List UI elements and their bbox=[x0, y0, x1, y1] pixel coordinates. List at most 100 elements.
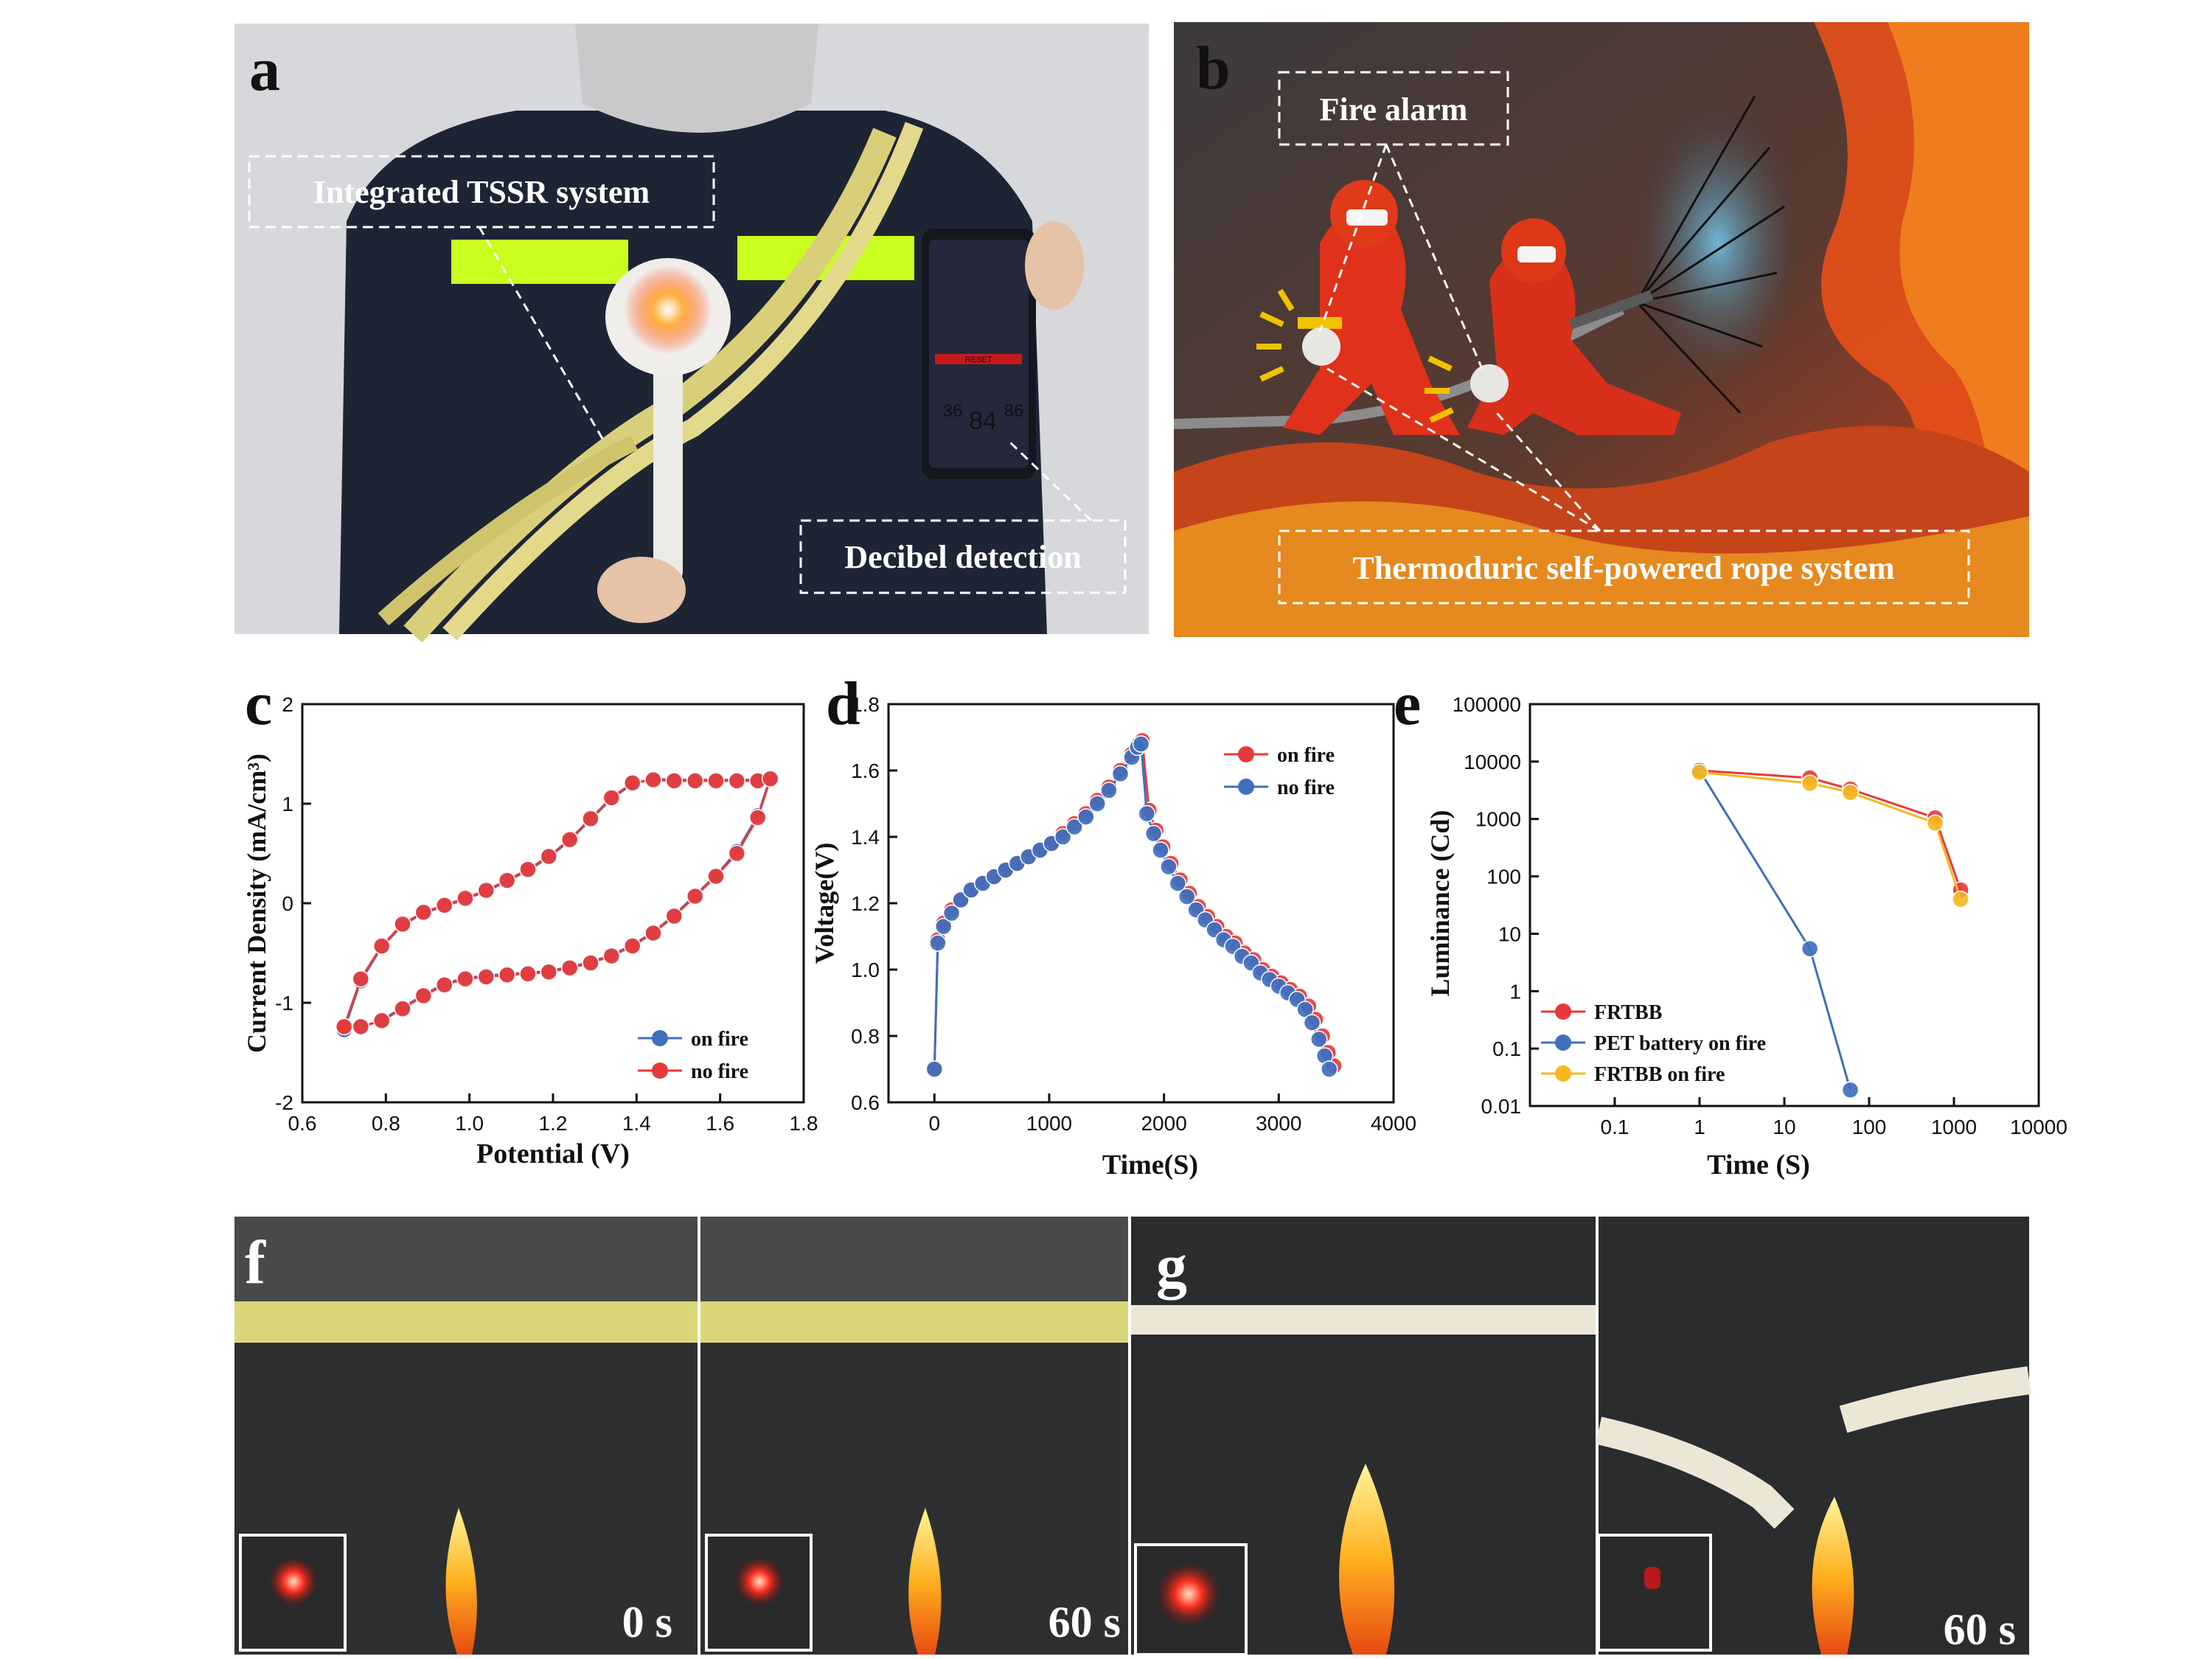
firefighter-2 bbox=[1467, 218, 1681, 435]
y-tick-label-e: 10 bbox=[1498, 922, 1521, 945]
rope-f2 bbox=[700, 1301, 1128, 1343]
data-point-d-1 bbox=[1065, 818, 1083, 836]
legend-swatch-marker-d bbox=[1238, 746, 1254, 762]
alarm-handle bbox=[653, 347, 683, 582]
hand-left bbox=[597, 557, 686, 623]
data-point-e-1 bbox=[1801, 939, 1819, 958]
data-point-c-1 bbox=[335, 1018, 353, 1036]
legend-label-c: on fire bbox=[691, 1028, 748, 1051]
series-line-d-0 bbox=[933, 738, 1335, 1070]
panel-letter-b: b bbox=[1196, 34, 1231, 102]
label-box-integrated-tssr bbox=[248, 155, 715, 229]
data-point-d-1 bbox=[1303, 1014, 1321, 1032]
label-box-fire-alarm bbox=[1278, 71, 1509, 146]
data-point-c-1 bbox=[686, 772, 704, 790]
data-point-e-2 bbox=[1926, 814, 1944, 832]
y-tick-label-e: 0.01 bbox=[1481, 1095, 1522, 1118]
data-point-c-1 bbox=[665, 907, 684, 925]
data-point-c-1 bbox=[352, 1018, 370, 1036]
data-point-c-1 bbox=[519, 965, 537, 983]
label-box-decibel bbox=[799, 519, 1127, 594]
data-point-e-2 bbox=[1952, 890, 1969, 908]
hood bbox=[575, 24, 818, 133]
firefighter-1 bbox=[1283, 180, 1460, 435]
y-tick-label-c: 1 bbox=[282, 793, 293, 815]
x-tick-label-d: 1000 bbox=[1026, 1112, 1072, 1135]
pointer-line-a1 bbox=[478, 226, 606, 443]
x-tick-label-c: 1.0 bbox=[455, 1112, 484, 1135]
data-point-d-1 bbox=[1144, 824, 1163, 843]
alarm-device-1 bbox=[1256, 288, 1340, 382]
y-tick-label-e: 1 bbox=[1509, 980, 1521, 1003]
reflective-stripe-left bbox=[451, 240, 628, 284]
data-point-c-1 bbox=[394, 1000, 411, 1018]
phone-reset-bar bbox=[935, 354, 1022, 364]
hand-right bbox=[1025, 221, 1084, 310]
data-point-e-2 bbox=[1691, 763, 1708, 782]
led-glow-f2 bbox=[734, 1557, 785, 1607]
phone-max-value: 86 bbox=[1004, 401, 1024, 421]
y-tick-label-c: -1 bbox=[275, 992, 293, 1015]
data-point-d-1 bbox=[934, 917, 953, 936]
time-label-g2: 60 s bbox=[1944, 1605, 2016, 1654]
panel-letter-g: g bbox=[1156, 1232, 1187, 1301]
label-box-rope-system bbox=[1278, 529, 1970, 605]
data-point-c-1 bbox=[560, 959, 579, 977]
x-tick-label-e: 10000 bbox=[2010, 1116, 2067, 1138]
phone-min-value: 36 bbox=[943, 401, 963, 421]
flame-f2 bbox=[908, 1508, 942, 1655]
y-tick-label-e: 100000 bbox=[1453, 693, 1521, 716]
data-point-c-1 bbox=[707, 772, 725, 790]
y-tick-label-c: 2 bbox=[282, 693, 293, 716]
data-point-d-1 bbox=[1160, 858, 1178, 876]
panel-letter-f: f bbox=[245, 1228, 266, 1297]
data-point-d-1 bbox=[1138, 804, 1156, 823]
photo-f1-top-wall bbox=[234, 1217, 698, 1305]
x-tick-label-e: 0.1 bbox=[1601, 1116, 1630, 1138]
panel-a: RESET 36 84 86 Integrated TSSR system De… bbox=[234, 24, 1149, 643]
phone-db-reading: 84 bbox=[969, 407, 997, 435]
data-point-d-1 bbox=[1321, 1060, 1338, 1078]
y-tick-label-e: 10000 bbox=[1464, 751, 1521, 773]
data-point-d-1 bbox=[1088, 795, 1107, 813]
y-tick-label-d: 1.2 bbox=[851, 892, 880, 915]
x-axis-label-d: Time(S) bbox=[1102, 1150, 1198, 1180]
data-point-c-1 bbox=[477, 881, 495, 900]
x-tick-label-c: 0.8 bbox=[372, 1112, 400, 1135]
led-off-g2 bbox=[1644, 1567, 1660, 1589]
y-axis-label-c: Current Density (mA/cm³) bbox=[242, 754, 271, 1053]
time-label-f1: 0 s bbox=[622, 1598, 672, 1646]
x-tick-label-e: 1 bbox=[1694, 1116, 1705, 1138]
panel-letter-a: a bbox=[249, 35, 280, 104]
photo-f2-top-wall bbox=[700, 1217, 1128, 1305]
data-point-d-1 bbox=[1132, 735, 1150, 753]
data-point-c-1 bbox=[498, 872, 516, 889]
label-decibel-detection: Decibel detection bbox=[844, 539, 1081, 575]
data-point-d-1 bbox=[1152, 841, 1169, 859]
legend-swatch-marker-e bbox=[1555, 1065, 1571, 1082]
inset-led-f1 bbox=[239, 1534, 347, 1652]
x-axis-label-c: Potential (V) bbox=[476, 1138, 630, 1169]
label-rope-system: Thermoduric self-powered rope system bbox=[1352, 550, 1894, 586]
y-tick-label-d: 0.6 bbox=[851, 1091, 880, 1114]
panel-g: g 60 s bbox=[1131, 1217, 2031, 1656]
data-point-c-1 bbox=[414, 987, 433, 1005]
time-label-f2: 60 s bbox=[1048, 1598, 1121, 1646]
data-point-c-1 bbox=[498, 966, 516, 984]
data-point-c-1 bbox=[414, 903, 433, 921]
pointer-lines-b1 bbox=[1318, 144, 1484, 369]
data-point-c-1 bbox=[560, 830, 579, 849]
data-point-d-1 bbox=[1100, 782, 1118, 799]
legend-swatch-marker-d bbox=[1238, 779, 1254, 795]
legend-swatch-marker-e bbox=[1555, 1004, 1571, 1020]
legend-label-e: FRTBB on fire bbox=[1594, 1063, 1725, 1086]
y-tick-label-d: 1.6 bbox=[851, 759, 880, 782]
y-tick-label-e: 100 bbox=[1486, 866, 1521, 888]
pointer-line-a2 bbox=[1009, 441, 1093, 522]
data-point-c-1 bbox=[748, 809, 767, 827]
x-tick-label-c: 1.2 bbox=[539, 1112, 568, 1135]
data-point-d-1 bbox=[925, 1060, 944, 1078]
water-spray bbox=[1630, 96, 1806, 391]
legend-label-c: no fire bbox=[691, 1060, 748, 1083]
